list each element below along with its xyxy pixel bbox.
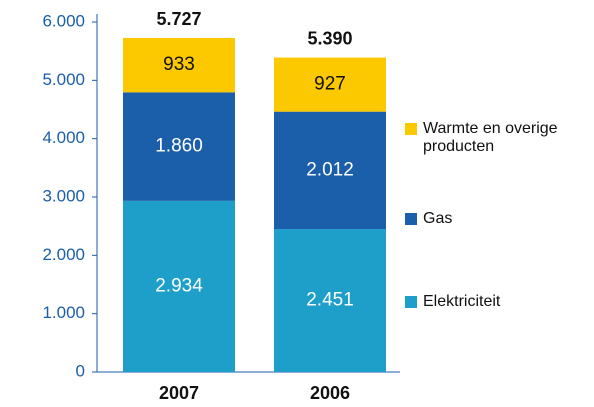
legend-label: Warmte en overige producten — [423, 120, 558, 155]
legend-swatch — [405, 123, 417, 135]
y-tick-label: 3.000 — [42, 186, 85, 205]
total-label: 5.390 — [307, 28, 352, 48]
legend-item: Elektriciteit — [405, 293, 590, 311]
y-tick-label: 6.000 — [42, 11, 85, 30]
bar-segment — [123, 200, 235, 372]
legend-label: Elektriciteit — [423, 293, 501, 310]
bar-segment — [274, 111, 386, 230]
y-tick-label: 0 — [76, 361, 85, 380]
legend-swatch — [405, 296, 417, 308]
x-tick-label: 2006 — [310, 383, 350, 403]
value-label: 2.934 — [155, 275, 203, 296]
legend-item: Warmte en overige producten — [405, 120, 590, 156]
y-tick-label: 2.000 — [42, 245, 85, 264]
bar-segment — [123, 37, 235, 93]
y-tick-label: 1.000 — [42, 303, 85, 322]
value-label: 2.012 — [306, 159, 354, 180]
bar-segment — [274, 57, 386, 112]
bar-segment — [123, 92, 235, 201]
total-label: 5.727 — [156, 9, 201, 29]
x-tick-label: 2007 — [159, 383, 199, 403]
legend-item: Gas — [405, 210, 590, 228]
value-label: 2.451 — [306, 290, 354, 311]
value-label: 933 — [163, 54, 195, 75]
legend-swatch — [405, 213, 417, 225]
y-tick-label: 5.000 — [42, 70, 85, 89]
y-tick-label: 4.000 — [42, 128, 85, 147]
value-label: 1.860 — [155, 136, 203, 157]
bar-segment — [274, 229, 386, 372]
value-label: 927 — [314, 74, 346, 95]
legend-label: Gas — [423, 210, 453, 227]
